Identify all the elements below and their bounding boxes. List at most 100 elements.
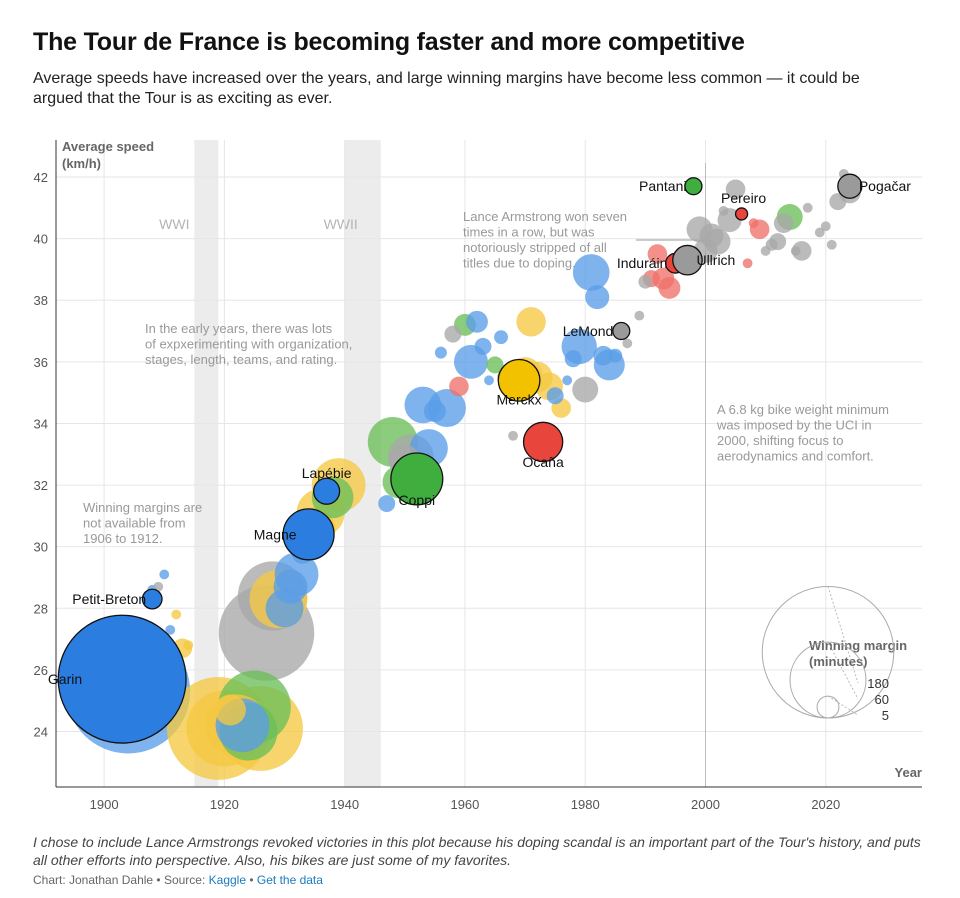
rider-point-magne	[282, 508, 335, 561]
data-point	[214, 694, 246, 726]
footnote: I chose to include Lance Armstrongs revo…	[33, 834, 921, 868]
x-tick-label: 1980	[571, 797, 600, 812]
rider-label-ocaña: Ocaña	[523, 454, 564, 470]
data-point	[484, 375, 494, 386]
rider-label-induráin: Induráin	[617, 255, 668, 271]
rider-label-pantani: Pantani	[639, 178, 686, 194]
data-point	[562, 375, 573, 386]
rider-point-lemond	[612, 321, 631, 341]
x-tick-label: 2000	[691, 797, 720, 812]
rider-label-lapébie: Lapébie	[302, 465, 352, 481]
data-point	[449, 376, 469, 397]
data-point	[564, 350, 582, 368]
legend-circle	[816, 695, 840, 719]
data-point	[829, 193, 847, 211]
data-point	[638, 274, 653, 289]
x-axis-label: Year	[895, 765, 922, 780]
rider-point-coppi	[390, 452, 444, 506]
x-tick-label: 1940	[330, 797, 359, 812]
legend-title: Winning margin	[809, 638, 907, 653]
annotation-bike-weight: A 6.8 kg bike weight minimum was imposed …	[716, 402, 889, 464]
data-point	[608, 348, 623, 363]
data-point	[773, 213, 794, 233]
source-link[interactable]: Kaggle	[208, 873, 247, 887]
data-point	[474, 337, 492, 355]
annotation-margins-missing: Winning margins are not available from 190…	[83, 500, 202, 546]
rider-point-ocaña	[522, 421, 564, 463]
war-shading: WWI WWII	[159, 140, 381, 787]
war-label-wwii: WWII	[324, 216, 358, 232]
x-tick-label: 1960	[450, 797, 479, 812]
y-tick-label: 38	[34, 293, 48, 308]
x-tick-label: 1920	[210, 797, 239, 812]
data-point	[760, 246, 771, 256]
rider-point-pereiro	[734, 207, 749, 221]
data-point	[434, 346, 447, 359]
y-tick-label: 32	[34, 478, 48, 493]
data-point	[494, 330, 508, 345]
rider-point-merckx	[497, 358, 541, 402]
legend-value: 180	[867, 676, 889, 691]
rider-point-lapébie	[313, 477, 341, 505]
data-point	[153, 581, 164, 592]
axes: 24 26 28 30 32 34 36 38 40 42 1900 1920 1940 1960 1980…	[34, 139, 922, 812]
rider-point-pogačar	[837, 173, 863, 199]
data-point	[725, 179, 746, 200]
data-point	[820, 221, 831, 232]
data-point	[748, 218, 759, 229]
chart-title: The Tour de France is becoming faster an…	[33, 28, 745, 56]
data-point	[444, 325, 462, 343]
y-tick-label: 30	[34, 540, 48, 555]
get-data-link[interactable]: Get the data	[256, 873, 323, 887]
data-point	[647, 244, 668, 264]
legend-value: 5	[882, 708, 889, 723]
rider-point-pantani	[684, 177, 703, 196]
legend-leader	[827, 695, 859, 716]
source-line: Chart: Jonathan Dahle • Source: Kaggle •…	[33, 873, 323, 887]
data-point	[802, 202, 813, 213]
y-axis-label: Average speed	[62, 139, 154, 154]
war-label-wwi: WWI	[159, 216, 189, 232]
data-point	[634, 310, 645, 321]
annotation-early-years: In the early years, there was lots of exp…	[145, 321, 352, 367]
data-point	[699, 223, 724, 248]
legend-value: 60	[875, 692, 889, 707]
data-point	[171, 609, 182, 620]
data-point	[273, 569, 308, 604]
data-point	[572, 254, 610, 291]
data-point	[572, 376, 599, 403]
rider-label-pogačar: Pogačar	[859, 178, 911, 194]
source-separator: •	[246, 873, 257, 887]
data-point	[516, 307, 546, 337]
y-tick-label: 28	[34, 601, 48, 616]
y-tick-label: 36	[34, 355, 48, 370]
rider-label-lemond: LeMond	[563, 323, 614, 339]
annotations: In the early years, there was lots of exp…	[83, 209, 889, 546]
y-tick-label: 40	[34, 232, 48, 247]
data-point	[718, 205, 729, 216]
legend-leader	[827, 586, 859, 684]
x-tick-label: 1900	[90, 797, 119, 812]
rider-label-coppi: Coppi	[399, 492, 436, 508]
rider-point-petit-breton	[141, 588, 163, 610]
y-tick-label: 26	[34, 663, 48, 678]
y-tick-label: 24	[34, 725, 48, 740]
rider-label-petit-breton: Petit-Breton	[72, 591, 146, 607]
data-point	[791, 241, 812, 261]
data-point	[826, 239, 837, 250]
rider-point-garin	[57, 614, 187, 744]
data-point	[790, 246, 801, 256]
data-point	[466, 310, 488, 333]
rider-label-ullrich: Ullrich	[696, 252, 735, 268]
data-point	[508, 430, 518, 441]
data-point	[814, 227, 825, 238]
data-point	[486, 356, 504, 374]
x-tick-label: 2020	[811, 797, 840, 812]
annotation-armstrong: Lance Armstrong won seven times in a row,…	[463, 209, 627, 271]
y-axis-unit: (km/h)	[62, 156, 101, 171]
data-point	[546, 387, 564, 405]
y-tick-label: 42	[34, 170, 48, 185]
data-point	[658, 276, 681, 299]
